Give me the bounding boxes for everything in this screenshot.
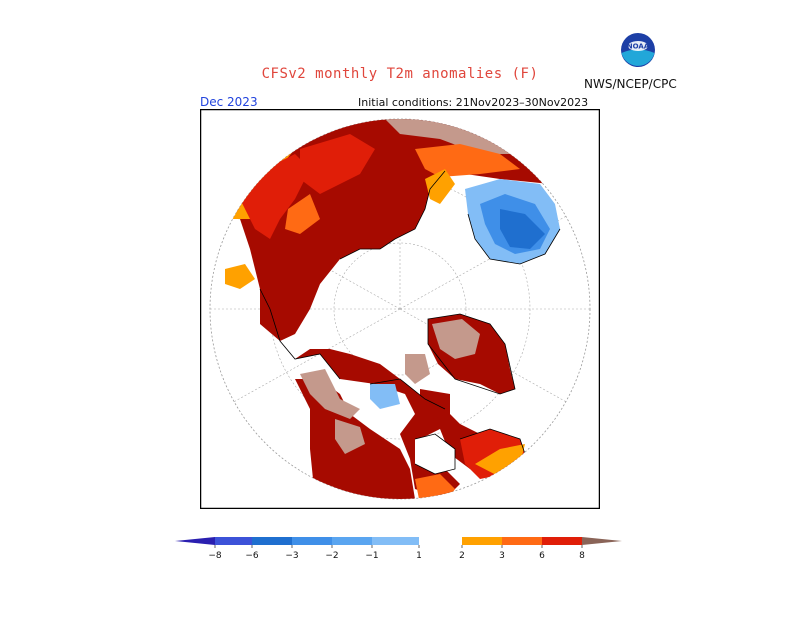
cold-anomaly-deep: [500, 209, 545, 249]
legend-arrow-warm: [582, 537, 622, 545]
legend-tick-label: 1: [416, 551, 422, 561]
legend-arrow-cold: [175, 537, 215, 545]
initial-conditions: Initial conditions: 21Nov2023–30Nov2023: [358, 96, 589, 109]
eurasia-lightred: [285, 194, 320, 234]
eurasia-red2: [300, 134, 375, 194]
legend-tick-label: 8: [579, 551, 585, 561]
north-america-brown2: [335, 419, 365, 454]
coastlines: [259, 170, 561, 475]
legend-bin-pos1: [462, 537, 502, 545]
arctic-islands-brown: [405, 354, 430, 384]
polar-map: [199, 108, 601, 510]
noaa-logo: NOAA: [621, 33, 655, 67]
legend-bin-pos2: [502, 537, 542, 545]
legend-bin-neg6: [252, 537, 292, 545]
legend-tick-label: −6: [245, 551, 259, 561]
arctic-islands-blue: [370, 384, 400, 409]
legend-bin-neg3: [292, 537, 332, 545]
greenland-brown: [432, 319, 480, 359]
legend-bin-neg8: [215, 537, 252, 545]
scandinavia-orange: [225, 264, 255, 289]
hudson-bay-white: [415, 434, 455, 474]
color-legend: −8 −6 −3 −2 −1 1 2 3 6 8: [170, 530, 630, 570]
noaa-logo-text: NOAA: [627, 43, 650, 51]
legend-tick-label: −8: [208, 551, 222, 561]
forecast-month: Dec 2023: [200, 95, 258, 109]
north-america-brown: [300, 369, 360, 419]
legend-bin-pos3: [542, 537, 582, 545]
eurasia-red: [240, 154, 310, 239]
legend-tick-label: 3: [499, 551, 505, 561]
legend-bin-neg2: [332, 537, 372, 545]
legend-tick-label: −2: [325, 551, 338, 561]
legend-tick-label: −3: [285, 551, 298, 561]
legend-tick-label: 2: [459, 551, 465, 561]
agency-label: NWS/NCEP/CPC: [584, 77, 677, 91]
map-title: CFSv2 monthly T2m anomalies (F): [261, 66, 539, 82]
legend-bin-neg1: [372, 537, 419, 545]
siberia-orange: [425, 169, 455, 204]
legend-tick-label: −1: [365, 551, 378, 561]
legend-tick-marks: [214, 545, 583, 548]
legend-bin-zero: [419, 537, 462, 545]
legend-tick-label: 6: [539, 551, 545, 561]
north-america-anomaly: [295, 349, 490, 499]
eurasia-orange-east: [415, 144, 520, 177]
eurasia-brown: [380, 119, 520, 154]
